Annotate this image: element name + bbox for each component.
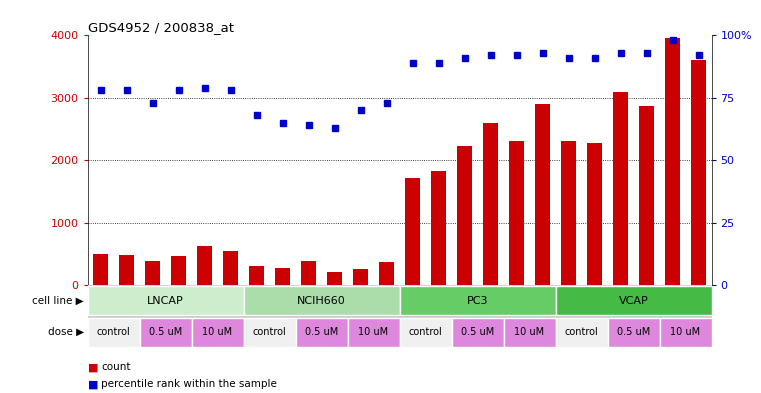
Bar: [400, 318, 451, 347]
Bar: [250, 266, 263, 285]
Bar: [94, 254, 107, 285]
Text: 0.5 uM: 0.5 uM: [149, 327, 182, 337]
Bar: [457, 146, 472, 285]
Bar: [88, 286, 244, 315]
Bar: [192, 318, 244, 347]
Bar: [171, 256, 186, 285]
Text: VCAP: VCAP: [619, 296, 648, 306]
Bar: [88, 318, 139, 347]
Bar: [504, 318, 556, 347]
Bar: [639, 106, 654, 285]
Text: 10 uM: 10 uM: [514, 327, 545, 337]
Text: 10 uM: 10 uM: [670, 327, 701, 337]
Bar: [587, 143, 602, 285]
Text: dose ▶: dose ▶: [48, 327, 84, 337]
Bar: [380, 263, 393, 285]
Bar: [406, 178, 419, 285]
Bar: [483, 123, 498, 285]
Bar: [145, 261, 160, 285]
Bar: [660, 318, 712, 347]
Bar: [692, 60, 705, 285]
Bar: [197, 246, 212, 285]
Bar: [451, 318, 504, 347]
Bar: [431, 171, 446, 285]
Bar: [301, 261, 316, 285]
Bar: [613, 92, 628, 285]
Text: 10 uM: 10 uM: [358, 327, 389, 337]
Bar: [224, 251, 237, 285]
Bar: [665, 39, 680, 285]
Text: control: control: [253, 327, 286, 337]
Bar: [139, 318, 192, 347]
Text: control: control: [97, 327, 130, 337]
Bar: [119, 255, 134, 285]
Bar: [562, 141, 575, 285]
Text: 0.5 uM: 0.5 uM: [305, 327, 338, 337]
Bar: [275, 268, 290, 285]
Bar: [244, 318, 295, 347]
Bar: [327, 272, 342, 285]
Text: count: count: [101, 362, 131, 373]
Bar: [244, 286, 400, 315]
Text: cell line ▶: cell line ▶: [32, 296, 84, 306]
Text: PC3: PC3: [466, 296, 489, 306]
Bar: [295, 318, 348, 347]
Bar: [348, 318, 400, 347]
Bar: [536, 104, 549, 285]
Text: control: control: [565, 327, 598, 337]
Bar: [556, 318, 607, 347]
Text: 10 uM: 10 uM: [202, 327, 233, 337]
Bar: [400, 286, 556, 315]
Bar: [607, 318, 660, 347]
Text: GDS4952 / 200838_at: GDS4952 / 200838_at: [88, 21, 234, 34]
Bar: [509, 141, 524, 285]
Text: ■: ■: [88, 362, 98, 373]
Text: percentile rank within the sample: percentile rank within the sample: [101, 379, 277, 389]
Text: 0.5 uM: 0.5 uM: [617, 327, 650, 337]
Text: ■: ■: [88, 379, 98, 389]
Text: control: control: [409, 327, 442, 337]
Text: NCIH660: NCIH660: [297, 296, 346, 306]
Bar: [353, 269, 368, 285]
Text: 0.5 uM: 0.5 uM: [461, 327, 494, 337]
Text: LNCAP: LNCAP: [147, 296, 184, 306]
Bar: [556, 286, 712, 315]
